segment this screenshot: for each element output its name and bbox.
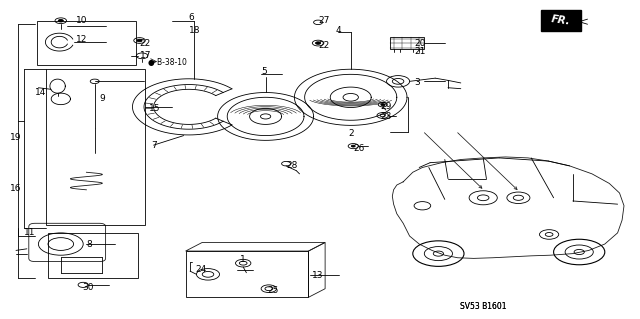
- Text: 8: 8: [86, 240, 92, 249]
- Text: 2: 2: [349, 130, 355, 138]
- Text: 27: 27: [318, 16, 330, 25]
- Text: 12: 12: [76, 35, 87, 44]
- Text: ● B-38-10: ● B-38-10: [148, 58, 188, 67]
- Text: 3: 3: [415, 78, 420, 87]
- Bar: [48, 233, 138, 278]
- Text: 26: 26: [353, 144, 365, 153]
- Text: 21: 21: [415, 47, 426, 56]
- Circle shape: [58, 19, 63, 22]
- Text: 11: 11: [24, 228, 36, 237]
- Text: FR.: FR.: [551, 14, 572, 27]
- Bar: [37, 21, 136, 65]
- Text: 22: 22: [318, 41, 330, 50]
- Text: 19: 19: [10, 133, 21, 142]
- Text: 5: 5: [262, 67, 268, 76]
- Text: 25: 25: [268, 286, 279, 295]
- Circle shape: [137, 39, 142, 42]
- Text: 18: 18: [189, 26, 200, 35]
- Text: 6: 6: [189, 13, 195, 22]
- Text: 20: 20: [415, 39, 426, 48]
- Text: SV53 B1601: SV53 B1601: [460, 302, 506, 311]
- Text: 14: 14: [35, 88, 47, 97]
- Bar: [186, 251, 308, 297]
- Text: 1: 1: [240, 256, 246, 264]
- Text: 17: 17: [140, 51, 151, 60]
- Text: 23: 23: [381, 112, 392, 121]
- Text: 24: 24: [195, 265, 207, 274]
- FancyBboxPatch shape: [541, 10, 581, 31]
- Text: 16: 16: [10, 184, 21, 193]
- Circle shape: [351, 145, 355, 147]
- Circle shape: [381, 104, 385, 106]
- Circle shape: [316, 42, 321, 44]
- Bar: [46, 69, 145, 225]
- Text: 4: 4: [336, 26, 342, 35]
- Text: 15: 15: [149, 104, 161, 113]
- Text: 9: 9: [99, 94, 105, 103]
- Text: 7: 7: [151, 141, 157, 150]
- Text: 29: 29: [381, 102, 392, 111]
- Text: 22: 22: [140, 39, 151, 48]
- Text: 10: 10: [76, 16, 87, 25]
- Text: SV53 B1601: SV53 B1601: [460, 302, 506, 311]
- Text: 28: 28: [286, 161, 298, 170]
- Text: 13: 13: [312, 271, 323, 280]
- Bar: [390, 37, 424, 49]
- Text: 30: 30: [82, 283, 93, 292]
